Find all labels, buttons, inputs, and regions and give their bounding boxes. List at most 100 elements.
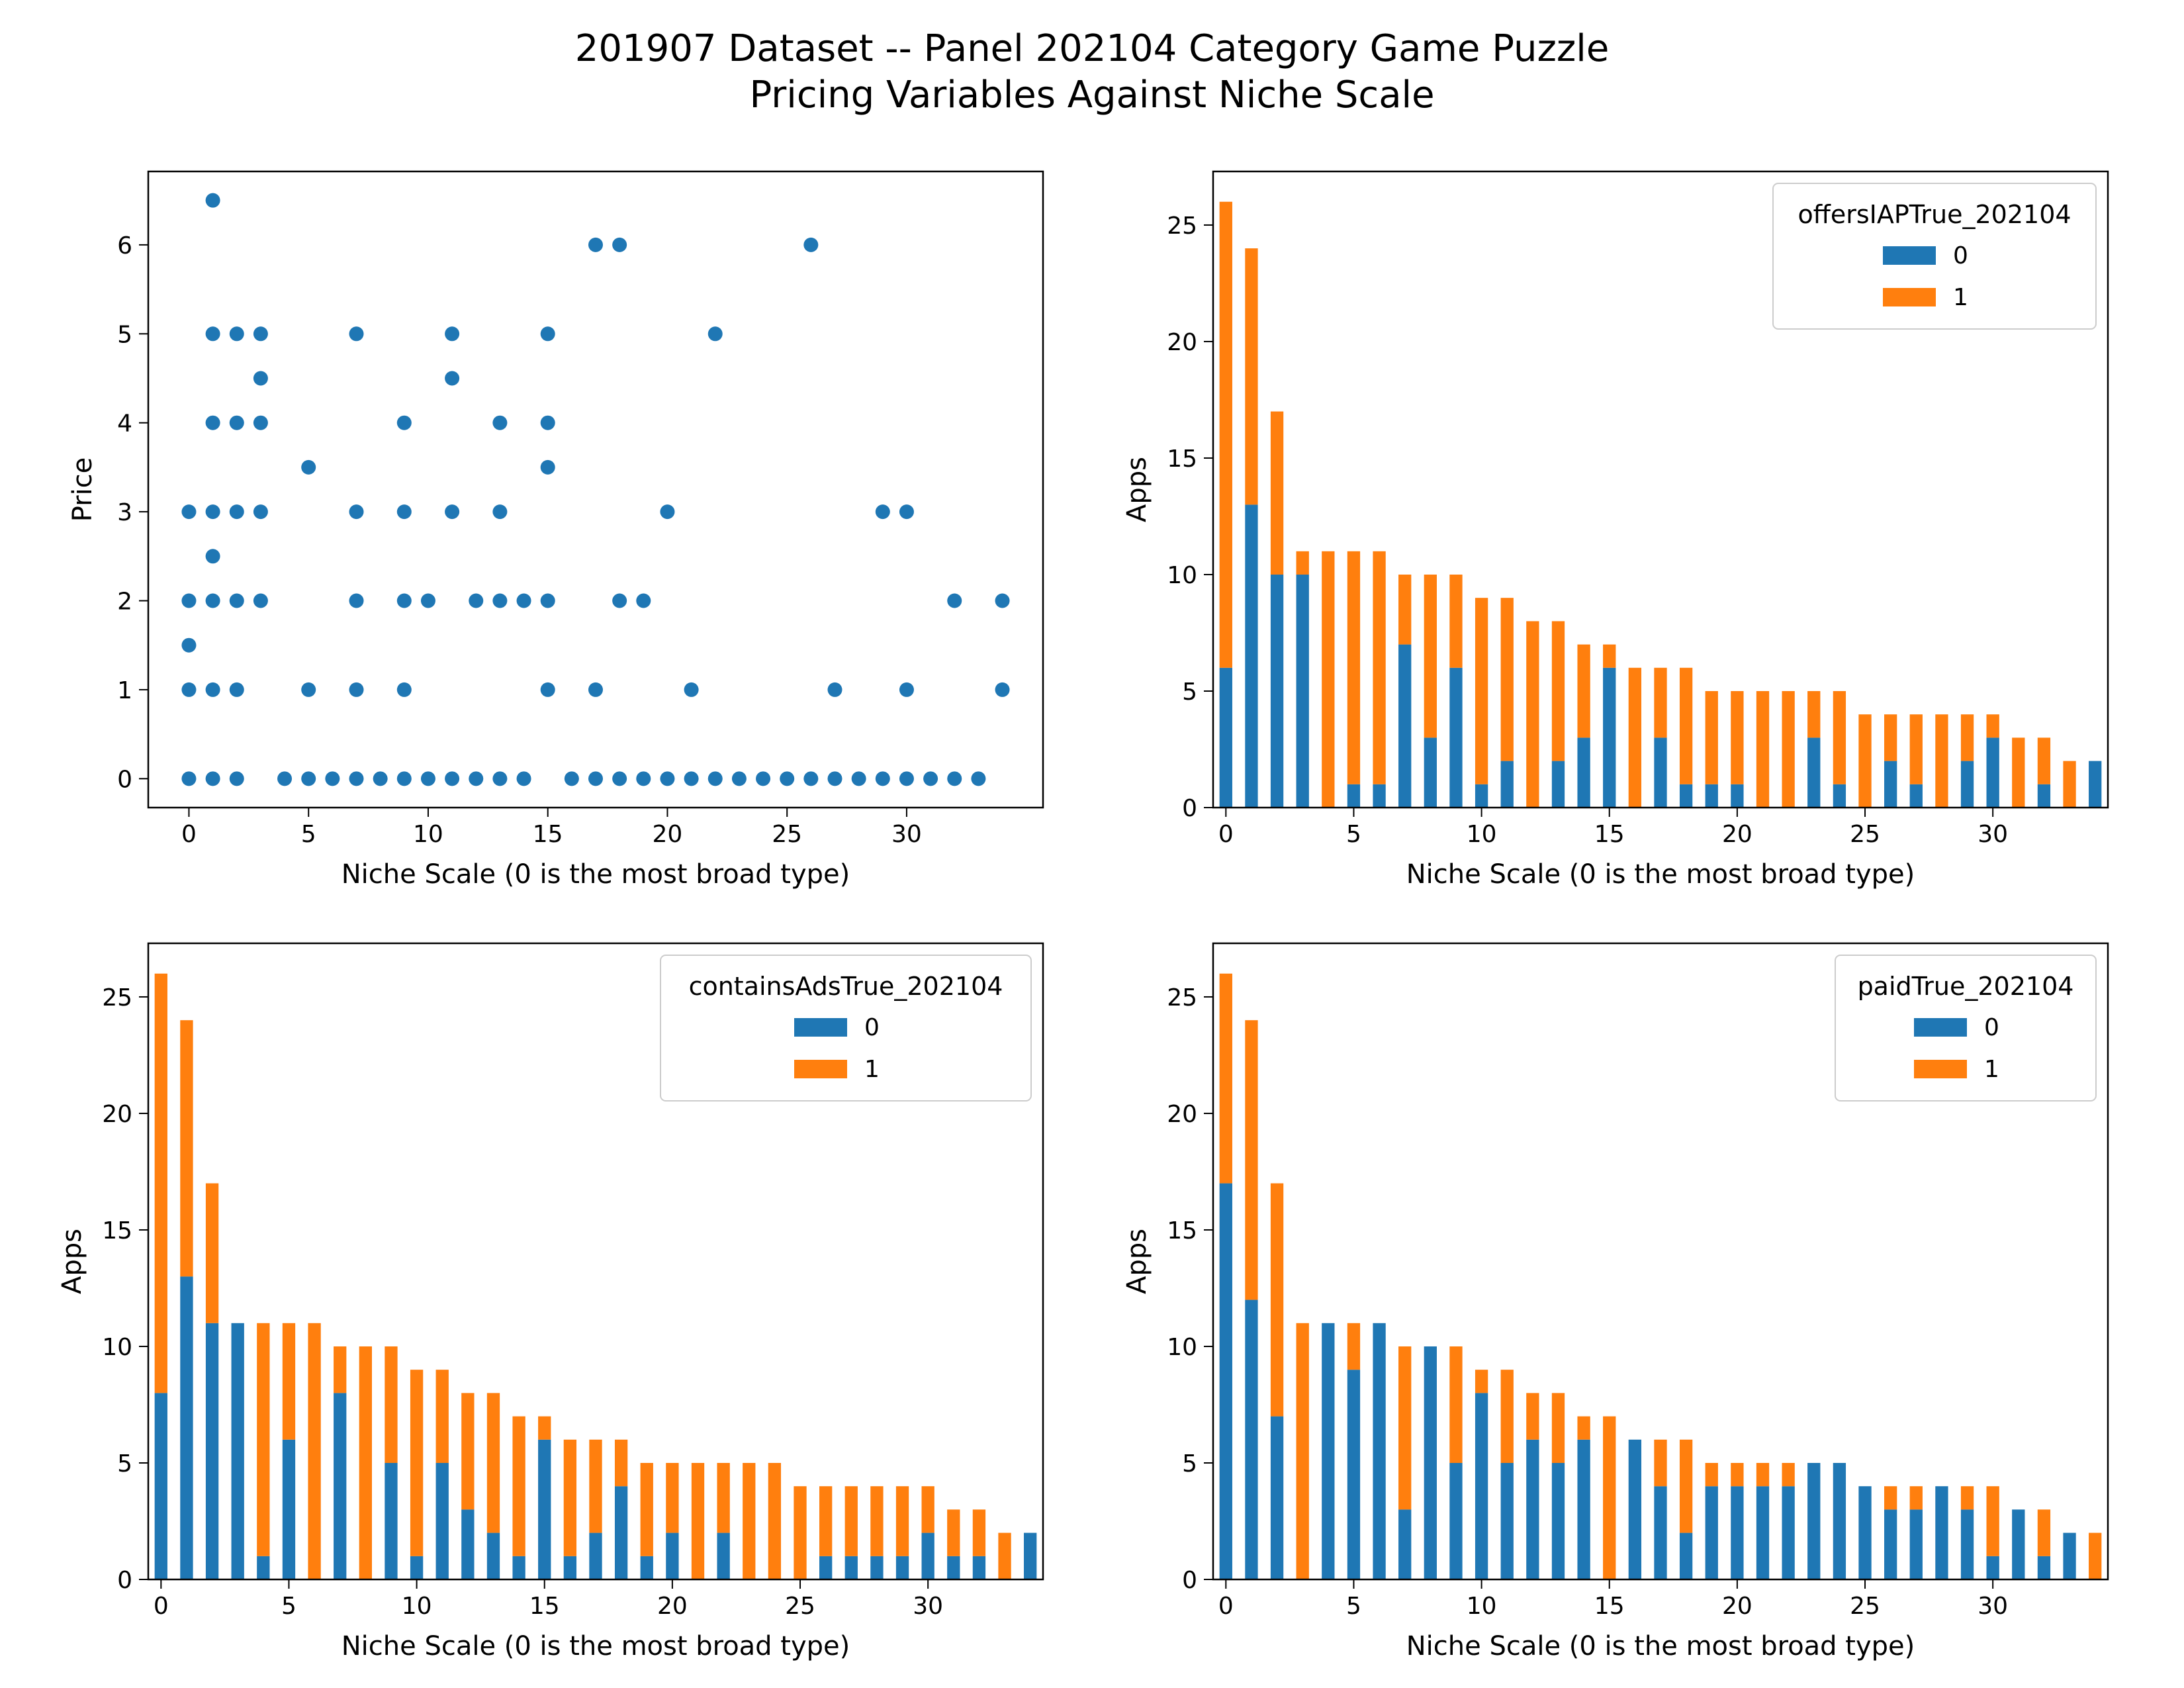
- scatter-point: [205, 326, 220, 342]
- bar-segment-series-1: [1219, 201, 1232, 668]
- bar-segment-series-1: [1449, 1346, 1463, 1463]
- bar-segment-series-1: [589, 1439, 602, 1533]
- bar-segment-series-1: [1603, 644, 1616, 668]
- bar-segment-series-0: [1424, 737, 1437, 808]
- bar-segment-series-1: [1756, 690, 1770, 808]
- bar-segment-series-1: [461, 1393, 475, 1510]
- bar-segment-series-1: [921, 1486, 934, 1533]
- scatter-point: [253, 504, 268, 520]
- scatter-point: [875, 504, 890, 520]
- legend-swatch-series-1: [1914, 1060, 1967, 1078]
- bar-segment-series-0: [1756, 1486, 1770, 1579]
- scatter-point: [492, 504, 508, 520]
- y-axis-label: Price: [68, 457, 98, 522]
- x-axis-label: Niche Scale (0 is the most broad type): [1406, 1631, 1915, 1662]
- scatter-point: [899, 682, 914, 697]
- y-tick-label: 20: [1167, 1101, 1197, 1128]
- bar-segment-series-0: [538, 1439, 551, 1579]
- scatter-point: [588, 771, 603, 786]
- bar-segment-series-0: [334, 1393, 347, 1579]
- bar-segment-series-0: [1245, 504, 1258, 808]
- bar-segment-series-0: [461, 1509, 475, 1579]
- bar-segment-series-1: [563, 1439, 577, 1556]
- scatter-point: [947, 593, 962, 608]
- scatter-point: [396, 415, 412, 430]
- bar-segment-series-1: [1475, 1370, 1488, 1393]
- y-tick-label: 15: [1167, 445, 1197, 473]
- y-axis-label: Apps: [1122, 457, 1152, 522]
- scatter-point: [756, 771, 771, 786]
- x-tick-label: 10: [413, 821, 443, 848]
- bar-segment-series-1: [1807, 690, 1821, 738]
- scatter-point: [301, 771, 316, 786]
- scatter-point: [420, 771, 435, 786]
- scatter-point: [301, 682, 316, 697]
- bar-segment-series-1: [895, 1486, 909, 1556]
- x-tick-label: 20: [1722, 821, 1752, 848]
- scatter-point: [396, 682, 412, 697]
- bar-segment-series-0: [1654, 737, 1667, 808]
- bar-segment-series-1: [308, 1323, 321, 1579]
- x-tick-label: 30: [1978, 1593, 2008, 1620]
- bar-segment-series-0: [1960, 1509, 1974, 1579]
- y-tick-label: 5: [1182, 679, 1197, 706]
- x-tick-label: 15: [529, 1593, 560, 1620]
- x-tick-label: 5: [301, 821, 316, 848]
- bar-segment-series-1: [1526, 1393, 1539, 1440]
- bar-segment-series-1: [717, 1462, 730, 1533]
- scatter-point: [780, 771, 795, 786]
- bar-segment-series-1: [1935, 714, 1948, 808]
- legend-swatch-series-0: [1914, 1018, 1967, 1037]
- bar-segment-series-1: [1296, 1323, 1309, 1579]
- bar-segment-series-0: [1909, 1509, 1923, 1579]
- bar-segment-series-1: [1577, 1416, 1590, 1440]
- scatter-point: [205, 682, 220, 697]
- bar-segment-series-1: [1398, 1346, 1412, 1510]
- bar-segment-series-0: [1424, 1346, 1437, 1579]
- bar-segment-series-1: [1628, 667, 1642, 808]
- legend: containsAdsTrue_202104 0 1: [660, 955, 1032, 1102]
- bar-segment-series-1: [1705, 690, 1718, 784]
- bar-segment-series-1: [614, 1439, 628, 1487]
- x-tick-label: 10: [1467, 1593, 1497, 1620]
- bar-segment-series-0: [2063, 1532, 2076, 1579]
- bar-segment-series-0: [1960, 761, 1974, 808]
- scatter-point: [612, 593, 627, 608]
- bar-segment-series-0: [1807, 1462, 1821, 1579]
- bar-segment-series-0: [1603, 667, 1616, 808]
- bar-segment-series-1: [819, 1486, 833, 1556]
- bar-segment-series-0: [921, 1532, 934, 1579]
- figure-title-line1: 201907 Dataset -- Panel 202104 Category …: [575, 27, 1610, 70]
- legend-label-series-0: 0: [1984, 1014, 1999, 1041]
- scatter-point: [995, 682, 1010, 697]
- scatter-point: [707, 326, 723, 342]
- bar-segment-series-1: [1424, 574, 1437, 738]
- scatter-point: [349, 326, 364, 342]
- scatter-point: [492, 415, 508, 430]
- bar-segment-series-0: [282, 1439, 296, 1579]
- x-tick-label: 15: [1594, 821, 1625, 848]
- x-tick-label: 20: [653, 821, 683, 848]
- bar-segment-series-0: [1219, 1183, 1232, 1579]
- bar-segment-series-0: [1270, 574, 1284, 808]
- bar-segment-series-0: [1986, 737, 1999, 808]
- scatter-point: [875, 771, 890, 786]
- bar-segment-series-1: [1577, 644, 1590, 738]
- scatter-point: [492, 593, 508, 608]
- scatter-point: [684, 771, 699, 786]
- bar-segment-series-1: [1705, 1462, 1718, 1487]
- scatter-point: [803, 771, 819, 786]
- bar-segment-series-0: [972, 1556, 986, 1579]
- y-tick-label: 0: [117, 766, 132, 793]
- bar-segment-series-0: [1986, 1556, 1999, 1579]
- bar-segment-series-0: [257, 1556, 270, 1579]
- bar-segment-series-1: [1500, 1370, 1514, 1463]
- scatter-point: [181, 593, 197, 608]
- bar-segment-series-0: [589, 1532, 602, 1579]
- bar-segment-series-0: [154, 1393, 167, 1579]
- scatter-point: [205, 549, 220, 564]
- bar-segment-series-1: [768, 1462, 782, 1579]
- scatter-point: [851, 771, 866, 786]
- y-axis-label: Apps: [1122, 1229, 1152, 1294]
